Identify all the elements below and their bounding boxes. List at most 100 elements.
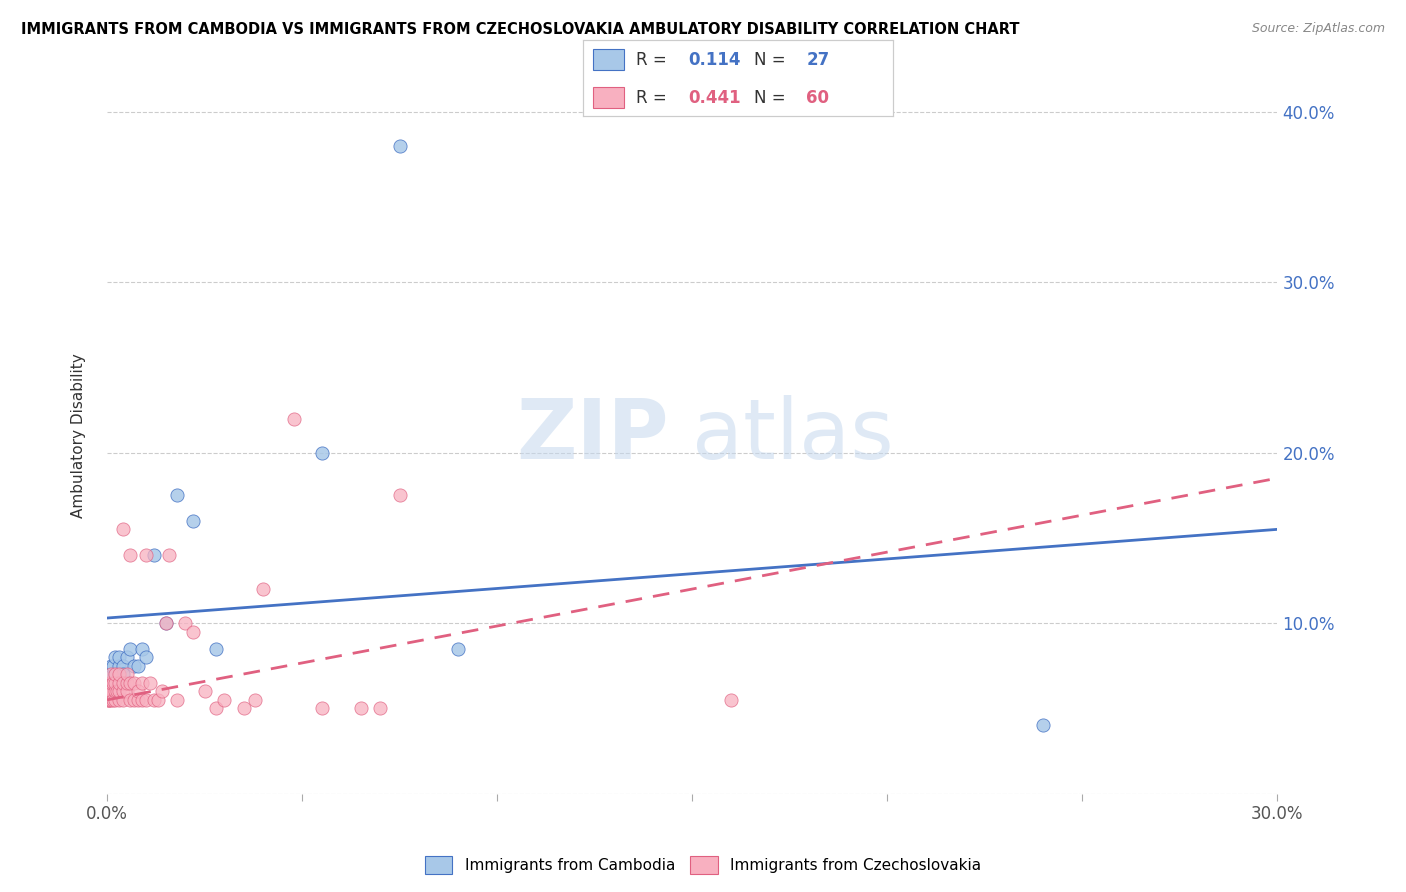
Text: N =: N = xyxy=(754,51,790,69)
Point xyxy=(142,693,165,707)
Point xyxy=(127,684,149,698)
Point xyxy=(111,684,134,698)
Point xyxy=(115,650,138,665)
Point xyxy=(124,693,146,707)
Point xyxy=(311,701,333,715)
Point xyxy=(98,693,121,707)
Point xyxy=(120,548,142,562)
Point xyxy=(124,658,146,673)
FancyBboxPatch shape xyxy=(593,87,624,109)
Point xyxy=(100,684,122,698)
Point xyxy=(115,684,138,698)
Point xyxy=(135,650,157,665)
Point xyxy=(127,658,149,673)
Point xyxy=(97,693,120,707)
Y-axis label: Ambulatory Disability: Ambulatory Disability xyxy=(72,353,86,518)
Point xyxy=(181,514,204,528)
Point xyxy=(120,641,142,656)
Point xyxy=(101,676,124,690)
Point xyxy=(101,693,124,707)
Point xyxy=(104,667,127,681)
Text: 0.441: 0.441 xyxy=(689,89,741,107)
Point xyxy=(135,548,157,562)
Point xyxy=(166,693,188,707)
Point xyxy=(447,641,470,656)
Point xyxy=(98,676,121,690)
Point xyxy=(212,693,235,707)
Point xyxy=(100,693,122,707)
Point xyxy=(1032,718,1054,732)
Point xyxy=(97,693,120,707)
Point xyxy=(174,616,197,631)
Point xyxy=(205,701,228,715)
Point xyxy=(107,667,129,681)
Point xyxy=(131,641,153,656)
Point xyxy=(104,650,127,665)
Point xyxy=(115,667,138,681)
Point xyxy=(139,676,162,690)
Point xyxy=(104,667,127,681)
Point xyxy=(98,676,121,690)
Legend: Immigrants from Cambodia, Immigrants from Czechoslovakia: Immigrants from Cambodia, Immigrants fro… xyxy=(419,850,987,880)
Point xyxy=(98,684,121,698)
Point xyxy=(104,693,127,707)
Point xyxy=(104,684,127,698)
Point xyxy=(104,676,127,690)
Point xyxy=(104,676,127,690)
Point xyxy=(111,522,134,536)
Point xyxy=(131,676,153,690)
Point xyxy=(111,676,134,690)
Point xyxy=(120,693,142,707)
Point xyxy=(194,684,217,698)
Point xyxy=(105,684,128,698)
Point xyxy=(388,488,411,502)
Text: R =: R = xyxy=(636,51,672,69)
Point xyxy=(107,676,129,690)
Point xyxy=(232,701,254,715)
Point xyxy=(124,676,146,690)
Point xyxy=(115,676,138,690)
Point xyxy=(107,676,129,690)
Point xyxy=(107,684,129,698)
Point xyxy=(311,445,333,459)
Point xyxy=(150,684,173,698)
Point xyxy=(101,658,124,673)
Point xyxy=(100,667,122,681)
Point xyxy=(252,582,274,596)
Point xyxy=(245,693,267,707)
Point xyxy=(97,684,120,698)
Point xyxy=(111,658,134,673)
Point xyxy=(100,676,122,690)
Text: R =: R = xyxy=(636,89,672,107)
Text: 27: 27 xyxy=(806,51,830,69)
Point xyxy=(155,616,177,631)
Point xyxy=(111,693,134,707)
Text: 60: 60 xyxy=(806,89,830,107)
Point xyxy=(166,488,188,502)
Point xyxy=(155,616,177,631)
Point xyxy=(131,693,153,707)
Point xyxy=(107,658,129,673)
Text: atlas: atlas xyxy=(692,395,894,476)
Point xyxy=(205,641,228,656)
Point xyxy=(181,624,204,639)
Point xyxy=(720,693,742,707)
Point xyxy=(107,693,129,707)
Point xyxy=(142,548,165,562)
Text: ZIP: ZIP xyxy=(516,395,669,476)
Point xyxy=(111,667,134,681)
Point xyxy=(127,693,149,707)
Point xyxy=(388,138,411,153)
Point xyxy=(100,658,122,673)
Point xyxy=(135,693,157,707)
Point xyxy=(368,701,391,715)
Text: IMMIGRANTS FROM CAMBODIA VS IMMIGRANTS FROM CZECHOSLOVAKIA AMBULATORY DISABILITY: IMMIGRANTS FROM CAMBODIA VS IMMIGRANTS F… xyxy=(21,22,1019,37)
Point xyxy=(283,411,305,425)
Point xyxy=(159,548,181,562)
Text: Source: ZipAtlas.com: Source: ZipAtlas.com xyxy=(1251,22,1385,36)
Point xyxy=(350,701,373,715)
Point xyxy=(120,676,142,690)
FancyBboxPatch shape xyxy=(593,49,624,70)
Text: N =: N = xyxy=(754,89,790,107)
Point xyxy=(107,650,129,665)
